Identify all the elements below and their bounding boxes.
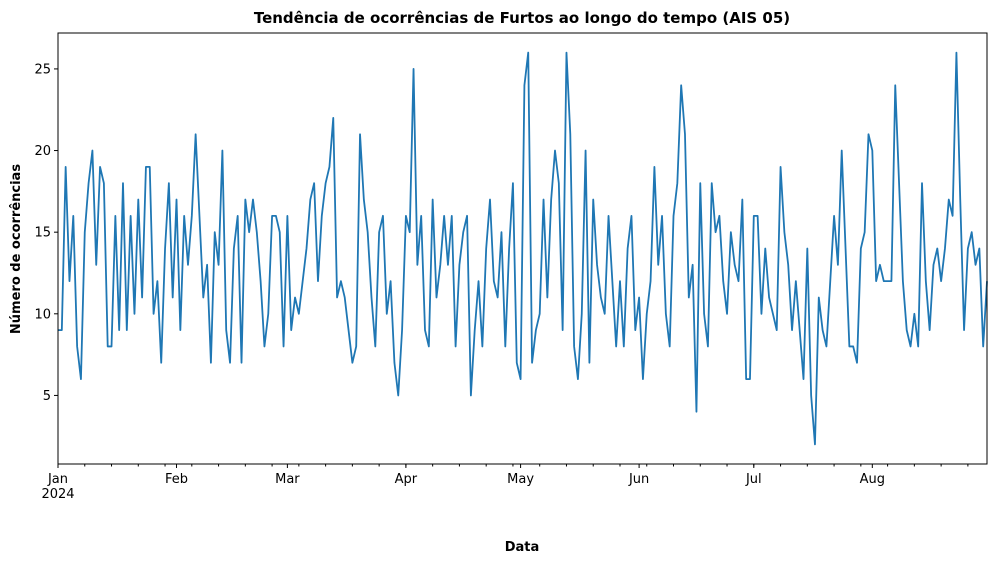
y-tick-label: 20 xyxy=(34,144,51,159)
x-tick-label: Jan xyxy=(47,472,68,487)
x-tick-sublabel: 2024 xyxy=(41,487,74,502)
x-axis-label: Data xyxy=(505,540,540,555)
x-tick-label: May xyxy=(507,472,534,487)
x-tick-label: Jun xyxy=(628,472,649,487)
x-tick-label: Apr xyxy=(395,472,418,487)
x-tick-label: Aug xyxy=(860,472,885,487)
series-line xyxy=(58,51,988,446)
y-tick-label: 10 xyxy=(34,307,51,322)
y-tick-label: 5 xyxy=(43,389,51,404)
y-tick-label: 15 xyxy=(34,226,51,241)
chart-title: Tendência de ocorrências de Furtos ao lo… xyxy=(254,9,790,27)
y-axis-label: Número de ocorrências xyxy=(9,164,24,334)
x-tick-label: Mar xyxy=(275,472,300,487)
plot-series xyxy=(58,51,988,446)
x-tick-label: Jul xyxy=(745,472,762,487)
plot-frame xyxy=(57,32,988,465)
x-tick-label: Feb xyxy=(165,472,188,487)
y-tick-label: 25 xyxy=(34,62,51,77)
y-axis-ticks: 5 10 15 20 25 xyxy=(34,62,58,404)
